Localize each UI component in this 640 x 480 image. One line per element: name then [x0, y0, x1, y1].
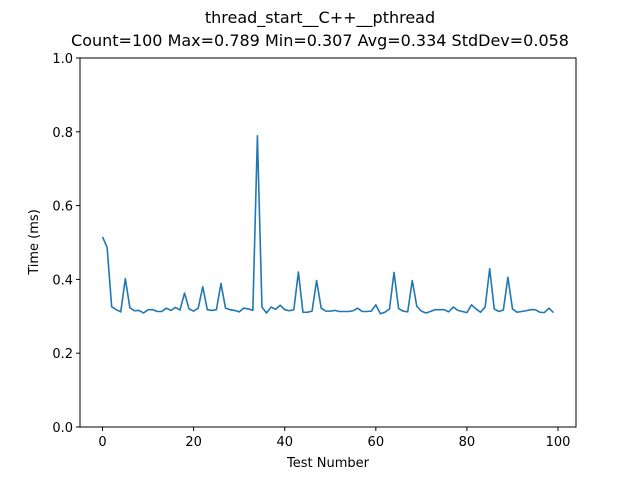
- y-tick-label: 0.8: [52, 126, 73, 141]
- y-tick-label: 0.4: [52, 273, 73, 288]
- x-tick-label: 20: [185, 435, 202, 450]
- y-tick-label: 0.6: [52, 200, 73, 215]
- x-axis-label: Test Number: [286, 456, 370, 471]
- x-tick-label: 100: [546, 435, 571, 450]
- chart-subtitle: Count=100 Max=0.789 Min=0.307 Avg=0.334 …: [71, 31, 569, 50]
- y-tick-label: 1.0: [52, 52, 73, 67]
- x-tick-label: 80: [459, 435, 476, 450]
- x-tick-label: 40: [276, 435, 293, 450]
- y-axis-label: Time (ms): [27, 209, 42, 276]
- x-axis-ticks: 0 20 40 60 80 100: [98, 427, 570, 450]
- axes-frame: [79, 57, 577, 428]
- y-tick-label: 0.2: [52, 347, 73, 362]
- y-axis-ticks: 0.0 0.2 0.4 0.6 0.8 1.0: [52, 52, 80, 436]
- chart-title: thread_start__C++__pthread: [205, 8, 435, 28]
- x-tick-label: 0: [98, 435, 106, 450]
- y-tick-label: 0.0: [52, 421, 73, 436]
- series-line: [101, 135, 555, 315]
- plot-area: [79, 57, 577, 428]
- x-tick-label: 60: [368, 435, 385, 450]
